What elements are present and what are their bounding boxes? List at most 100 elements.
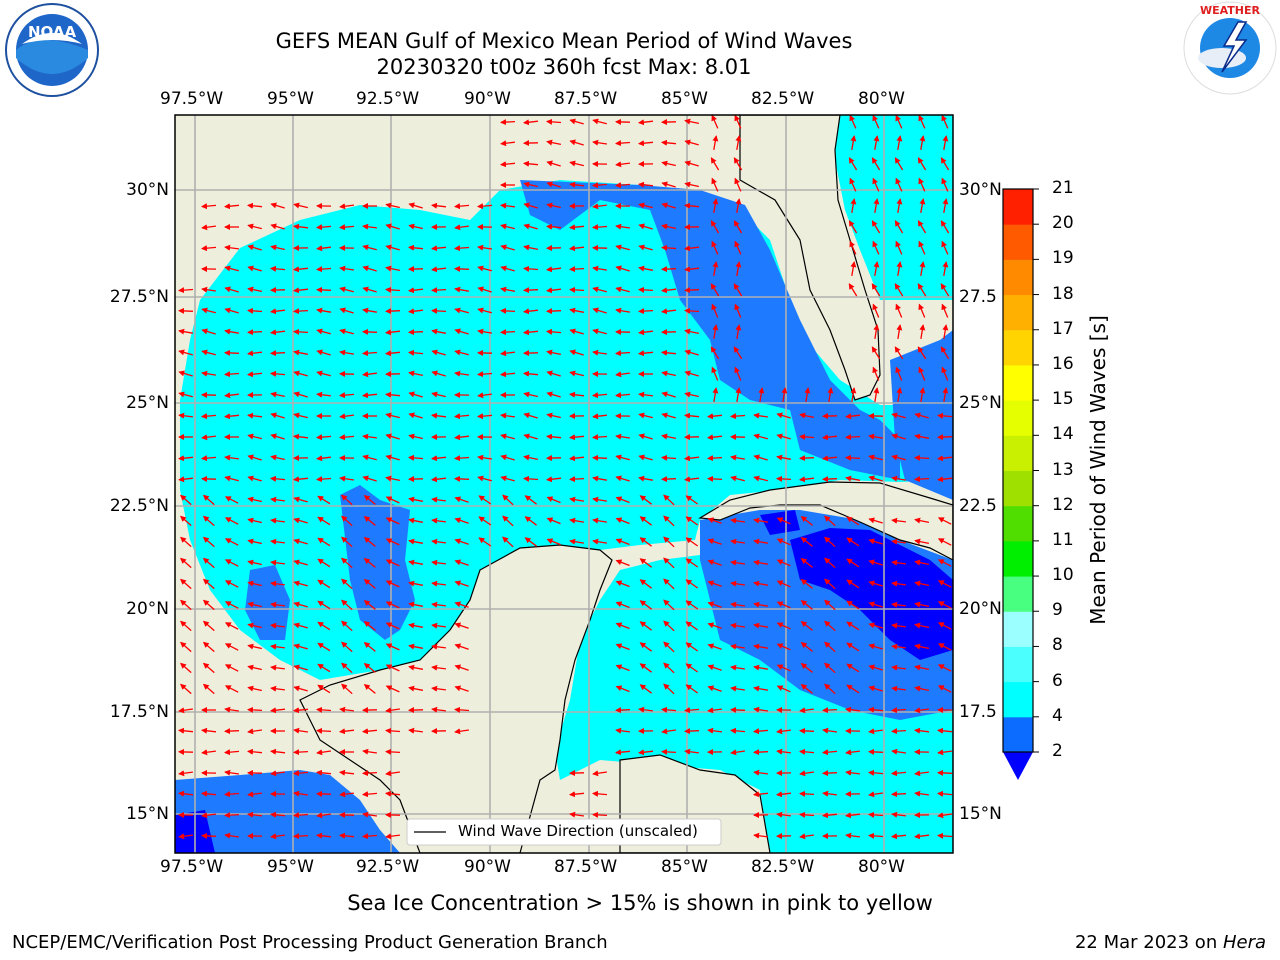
lon-label-top: 90°W [464, 89, 511, 109]
wind-wave-arrow [615, 350, 631, 357]
wind-wave-arrow [592, 517, 608, 524]
wind-wave-arrow [663, 662, 675, 674]
wind-wave-arrow [753, 685, 769, 692]
wind-wave-arrow [707, 685, 722, 692]
wind-wave-arrow [385, 538, 400, 546]
wind-wave-arrow [914, 707, 929, 714]
wind-wave-arrow [800, 662, 813, 673]
wind-wave-arrow [639, 642, 652, 652]
wind-wave-arrow [849, 240, 857, 255]
wind-wave-arrow [316, 307, 332, 314]
wind-wave-arrow [224, 749, 240, 756]
wind-wave-arrow [845, 454, 861, 461]
wind-wave-arrow [362, 371, 377, 378]
wind-wave-arrow [615, 454, 630, 461]
wind-wave-arrow [592, 770, 607, 777]
wind-wave-arrow [615, 475, 630, 482]
wind-wave-arrow [615, 707, 631, 714]
colorbar-tick-label: 2 [1052, 741, 1063, 761]
wind-wave-arrow [845, 706, 861, 713]
wind-wave-arrow [733, 346, 743, 360]
wind-wave-arrow [247, 643, 262, 650]
wind-wave-arrow [895, 177, 903, 192]
wind-wave-arrow [684, 307, 700, 314]
wind-wave-arrow [891, 559, 906, 566]
wind-wave-arrow [569, 811, 584, 818]
wind-wave-arrow [524, 495, 537, 505]
wind-wave-arrow [937, 559, 952, 567]
wind-wave-arrow [730, 749, 745, 756]
colorbar-tick-label: 6 [1052, 670, 1063, 691]
wind-wave-arrow [316, 812, 331, 819]
wind-wave-arrow [615, 727, 630, 734]
wind-wave-arrow [891, 538, 906, 545]
wind-wave-arrow [293, 559, 308, 566]
wind-wave-arrow [914, 476, 930, 483]
lat-label-left: 25°N [126, 393, 169, 413]
colorbar-tick-label: 16 [1052, 353, 1074, 374]
wind-wave-arrow [824, 557, 836, 569]
wind-wave-arrow [385, 790, 401, 797]
colorbar-bin [1003, 716, 1033, 753]
wind-wave-arrow [201, 328, 216, 335]
wind-wave-arrow [293, 266, 309, 273]
wind-wave-arrow [937, 580, 952, 588]
wind-wave-arrow [362, 811, 377, 818]
wind-wave-arrow [178, 307, 194, 314]
colorbar-bin [1003, 329, 1033, 366]
wind-wave-arrow [523, 329, 539, 336]
wind-wave-arrow [663, 641, 675, 653]
wind-wave-arrow [408, 580, 424, 587]
wind-wave-arrows [178, 115, 953, 840]
wind-wave-arrow [868, 769, 884, 776]
wind-wave-arrow [224, 622, 239, 630]
wind-wave-arrow [341, 578, 353, 590]
wind-wave-arrow [685, 684, 699, 694]
wind-wave-arrow [316, 349, 331, 356]
wind-wave-arrow [873, 261, 880, 277]
wind-wave-arrow [224, 706, 239, 713]
wind-wave-arrow [712, 135, 719, 151]
wind-wave-arrow [917, 346, 927, 360]
lat-label-right: 30°N [959, 180, 1002, 200]
wind-wave-arrow [500, 350, 515, 357]
wind-wave-arrow [824, 641, 836, 653]
wind-wave-arrow [270, 370, 286, 377]
wind-wave-arrow [477, 392, 492, 399]
wind-wave-arrow [180, 641, 192, 653]
wind-wave-arrow [615, 371, 630, 378]
wind-wave-arrow [896, 261, 903, 277]
wind-wave-arrow [800, 578, 813, 589]
wind-wave-arrow [408, 287, 424, 294]
wind-wave-arrow [592, 475, 608, 482]
wind-wave-arrow [661, 308, 677, 315]
wind-wave-arrow [707, 455, 723, 462]
wind-wave-arrow [408, 643, 424, 650]
wind-wave-arrow [224, 392, 239, 399]
wind-wave-arrow [293, 370, 308, 377]
wind-wave-arrow [868, 791, 883, 798]
wind-wave-arrow [615, 392, 631, 399]
wind-wave-arrow [685, 579, 699, 589]
wind-wave-arrow [942, 198, 949, 214]
wind-wave-arrow [871, 157, 881, 171]
wind-wave-arrow [523, 475, 539, 482]
colorbar-bin [1003, 470, 1033, 507]
wind-wave-arrow [684, 748, 699, 755]
wind-wave-arrow [895, 366, 903, 381]
wind-wave-arrow [918, 177, 926, 192]
wind-wave-arrow [385, 202, 400, 209]
wind-wave-arrow [546, 181, 561, 188]
wind-wave-arrow [180, 662, 192, 674]
wind-wave-arrow [917, 283, 927, 297]
wind-wave-arrow [546, 412, 561, 419]
wind-wave-arrow [408, 349, 424, 356]
wind-wave-arrow [293, 517, 308, 524]
wind-wave-arrow [685, 495, 699, 505]
wind-wave-arrow [871, 283, 881, 297]
graticule [175, 115, 953, 853]
wind-wave-arrow [362, 748, 377, 755]
wind-wave-arrow [918, 303, 926, 318]
wind-wave-arrow [500, 265, 515, 272]
wind-wave-arrow [270, 454, 285, 461]
